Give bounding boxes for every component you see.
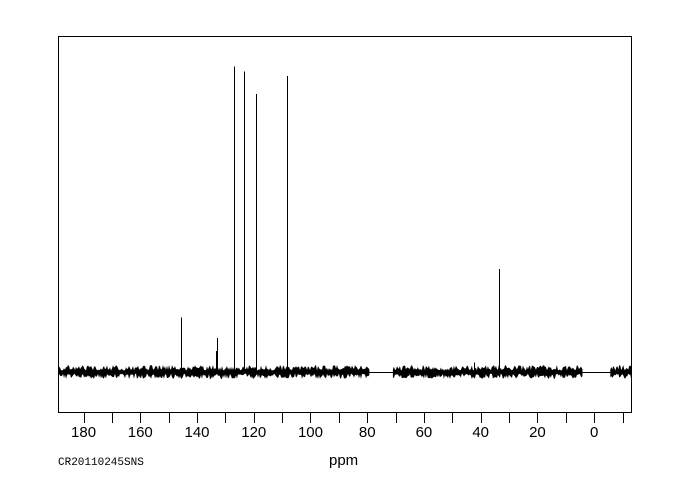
svg-text:40: 40 — [472, 424, 489, 441]
svg-text:180: 180 — [71, 424, 96, 441]
svg-text:100: 100 — [298, 424, 323, 441]
svg-text:20: 20 — [529, 424, 546, 441]
svg-text:140: 140 — [184, 424, 209, 441]
svg-text:60: 60 — [416, 424, 433, 441]
svg-text:160: 160 — [128, 424, 153, 441]
svg-text:80: 80 — [359, 424, 376, 441]
svg-text:0: 0 — [590, 424, 598, 441]
svg-text:120: 120 — [241, 424, 266, 441]
